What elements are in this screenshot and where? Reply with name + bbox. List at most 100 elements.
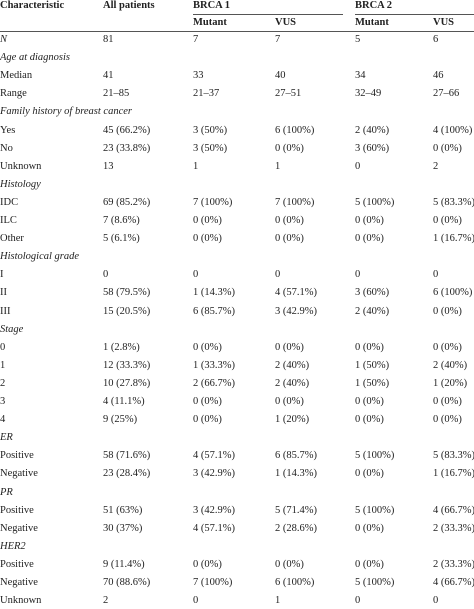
cell: 2 (40%)	[275, 377, 310, 389]
cell: 4 (66.7%)	[433, 577, 474, 588]
cell: 4 (11.1%)	[103, 396, 145, 407]
cell: 0 (0%)	[193, 341, 222, 353]
cell: 0 (0%)	[433, 396, 462, 407]
cell: 0 (0%)	[355, 233, 384, 245]
cell: 6 (100%)	[433, 287, 473, 299]
cell: 6 (85.7%)	[275, 450, 317, 462]
cell: 2	[103, 595, 109, 607]
cell: 6 (85.7%)	[193, 305, 235, 317]
cell: 58 (79.5%)	[103, 287, 151, 299]
cell: 46	[433, 70, 444, 82]
cell: 3 (50%)	[193, 124, 228, 136]
cell: 0 (0%)	[275, 341, 304, 353]
cell: 15 (20.5%)	[103, 305, 151, 317]
cell: 6	[433, 34, 439, 45]
cell: 45 (66.2%)	[103, 124, 151, 136]
cell: 7 (100%)	[193, 577, 233, 588]
cell: 23 (28.4%)	[103, 468, 151, 480]
cell: 2 (40%)	[355, 124, 390, 136]
section-label: HER2	[0, 540, 26, 552]
cell: 0 (0%)	[433, 215, 462, 226]
cell: 2 (40%)	[355, 305, 390, 317]
cell: 0	[355, 595, 361, 607]
cell: 81	[103, 34, 114, 45]
cell: 3 (60%)	[355, 142, 390, 154]
cell: 0 (0%)	[275, 233, 304, 245]
row-label: Yes	[0, 124, 16, 136]
section-label: Histology	[0, 178, 41, 190]
cell: 5	[355, 34, 361, 45]
subheader-cell: Mutant	[193, 17, 227, 28]
cell: 0 (0%)	[193, 396, 222, 407]
cell: 1 (50%)	[355, 377, 390, 389]
cell: 0	[193, 269, 199, 281]
cell: 0	[433, 595, 439, 607]
cell: 4 (57.1%)	[275, 287, 317, 299]
cell: 0 (0%)	[355, 341, 384, 353]
cell: 5 (6.1%)	[103, 233, 140, 245]
row-label: 2	[0, 377, 6, 389]
cell: 3 (50%)	[193, 142, 228, 154]
row-label: Other	[0, 233, 24, 245]
cell: 1 (16.7%)	[433, 233, 474, 245]
cell: 21–85	[103, 88, 130, 100]
cell: 34	[355, 70, 366, 82]
cell: 0	[275, 269, 281, 281]
cell: 0 (0%)	[193, 233, 222, 245]
row-label: II	[0, 287, 7, 299]
row-label: No	[0, 142, 13, 154]
cell: 33	[193, 70, 204, 82]
cell: 7	[275, 34, 281, 45]
row-label: 4	[0, 414, 6, 426]
cell: 1 (20%)	[433, 377, 468, 389]
cell: 0 (0%)	[193, 215, 222, 226]
section-label: Stage	[0, 323, 24, 335]
cell: 13	[103, 160, 114, 172]
row-label: 1	[0, 359, 6, 371]
cell: 6 (100%)	[275, 124, 315, 136]
cell: 23 (33.8%)	[103, 142, 151, 154]
cell: 0 (0%)	[433, 414, 462, 426]
row-label: III	[0, 305, 11, 317]
cell: 32–49	[355, 88, 382, 100]
row-label: Positive	[0, 558, 34, 570]
cell: 0 (0%)	[433, 341, 462, 353]
cell: 2 (40%)	[433, 359, 468, 371]
header-cell: BRCA 1	[193, 0, 231, 11]
cell: 1 (14.3%)	[193, 287, 235, 299]
cell: 7 (100%)	[193, 196, 233, 208]
cell: 1	[275, 595, 281, 607]
subheader-cell: VUS	[275, 17, 297, 28]
header-cell: All patients	[103, 0, 155, 11]
cell: 0 (0%)	[355, 522, 384, 534]
cell: 2	[433, 160, 439, 172]
cell: 5 (83.3%)	[433, 196, 474, 208]
row-label: Unknown	[0, 160, 42, 172]
subheader-cell: VUS	[433, 17, 455, 28]
cell: 5 (100%)	[355, 450, 395, 462]
cell: 40	[275, 70, 286, 82]
section-label: ER	[0, 432, 13, 444]
row-label: Positive	[0, 450, 34, 462]
row-label: Range	[0, 88, 27, 100]
cell: 2 (33.3%)	[433, 522, 474, 534]
cell: 21–37	[193, 88, 220, 100]
cell: 27–66	[433, 88, 460, 100]
cell: 0 (0%)	[433, 305, 462, 317]
row-label: IDC	[0, 196, 19, 208]
cell: 69 (85.2%)	[103, 196, 151, 208]
cell: 58 (71.6%)	[103, 450, 151, 462]
cell: 3 (42.9%)	[193, 468, 235, 480]
cell: 0 (0%)	[275, 558, 304, 570]
cell: 2 (33.3%)	[433, 558, 474, 570]
cell: 4 (57.1%)	[193, 450, 235, 462]
row-label: I	[0, 269, 4, 281]
row-label: Negative	[0, 522, 38, 534]
row-label: Positive	[0, 504, 34, 516]
cell: 3 (42.9%)	[193, 504, 235, 516]
header-cell: BRCA 2	[355, 0, 393, 11]
cell: 0	[433, 269, 439, 281]
cell: 0 (0%)	[355, 468, 384, 480]
cell: 0 (0%)	[275, 396, 304, 407]
cell: 70 (88.6%)	[103, 577, 151, 588]
